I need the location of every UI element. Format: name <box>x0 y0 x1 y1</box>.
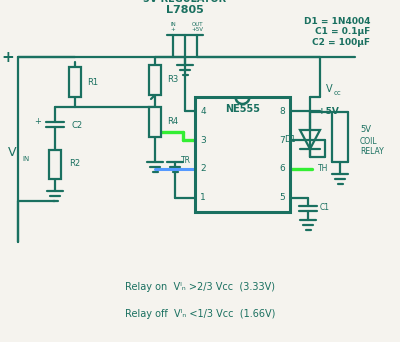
Text: R1: R1 <box>87 78 98 87</box>
Bar <box>149 65 161 95</box>
Text: 8: 8 <box>279 107 285 116</box>
Text: OUT
+5V: OUT +5V <box>191 22 203 32</box>
Bar <box>49 150 61 179</box>
Text: TH: TH <box>318 165 328 173</box>
Text: D1 = 1N4004
C1 = 0.1μF
C2 = 100μF: D1 = 1N4004 C1 = 0.1μF C2 = 100μF <box>304 17 370 47</box>
Text: 7: 7 <box>279 136 285 145</box>
Text: 4: 4 <box>200 107 206 116</box>
Text: 3: 3 <box>200 136 206 145</box>
Text: R3: R3 <box>167 76 178 84</box>
Text: Relay on  Vᴵₙ >2/3 Vcc  (3.33V): Relay on Vᴵₙ >2/3 Vcc (3.33V) <box>125 282 275 292</box>
Text: COIL: COIL <box>360 136 378 145</box>
Bar <box>195 97 290 212</box>
Text: C2: C2 <box>71 120 82 130</box>
Text: R4: R4 <box>167 118 178 127</box>
Text: 5V: 5V <box>360 124 371 133</box>
Text: +5V: +5V <box>318 107 339 117</box>
Text: 5V REGULATOR: 5V REGULATOR <box>144 0 226 4</box>
Text: V: V <box>326 84 333 94</box>
Text: 5: 5 <box>279 193 285 202</box>
Text: TR: TR <box>181 156 191 166</box>
Text: C1: C1 <box>320 203 330 212</box>
Text: IN: IN <box>22 156 29 162</box>
Text: +: + <box>1 50 14 65</box>
Text: RELAY: RELAY <box>360 147 384 157</box>
Text: 1: 1 <box>200 193 206 202</box>
Text: L7805: L7805 <box>166 5 204 15</box>
Text: 2: 2 <box>200 165 206 173</box>
Text: +: + <box>34 118 41 127</box>
Text: Relay off  Vᴵₙ <1/3 Vcc  (1.66V): Relay off Vᴵₙ <1/3 Vcc (1.66V) <box>125 309 275 319</box>
Text: NE555: NE555 <box>225 104 260 114</box>
Text: 6: 6 <box>279 165 285 173</box>
Text: cc: cc <box>334 90 342 96</box>
Text: V: V <box>8 145 16 158</box>
Text: D1: D1 <box>284 135 296 144</box>
Bar <box>69 67 81 97</box>
Text: IN
+: IN + <box>170 22 176 32</box>
Bar <box>149 107 161 137</box>
Text: R2: R2 <box>69 158 80 168</box>
